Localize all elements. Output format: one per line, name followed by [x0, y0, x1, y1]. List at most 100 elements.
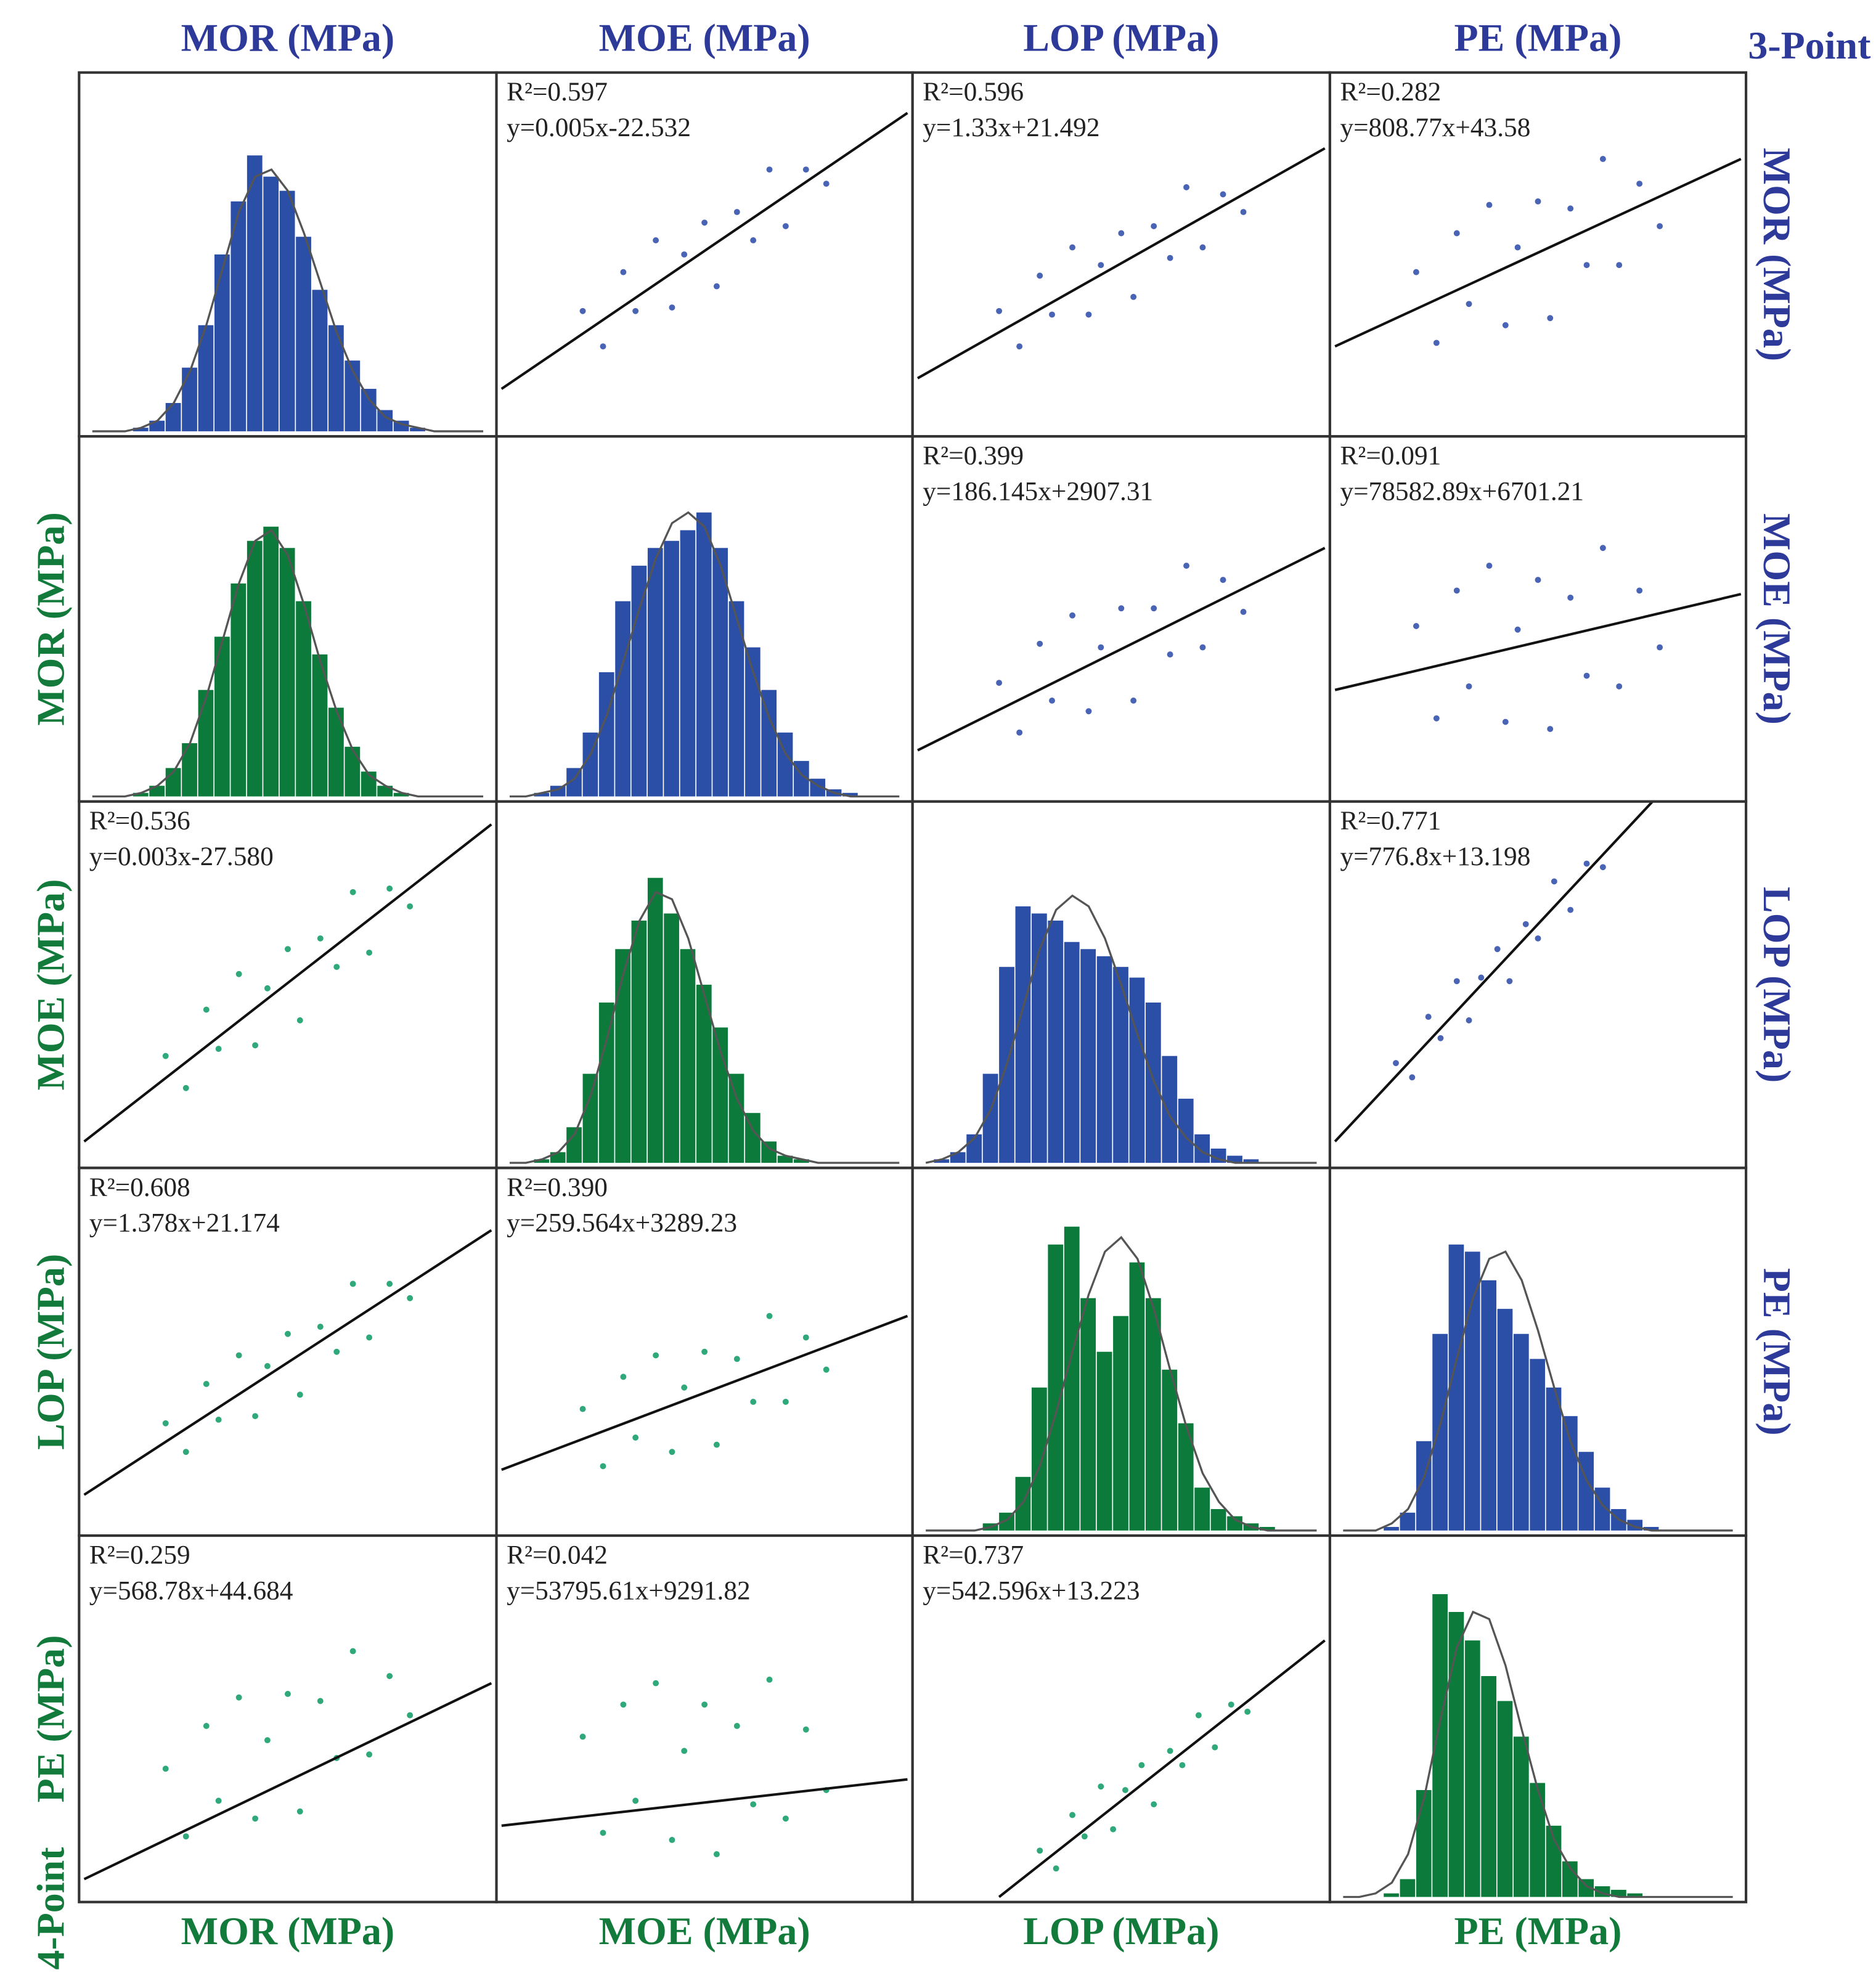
scatter-point: [1110, 1826, 1117, 1833]
fit-line: [1334, 158, 1742, 348]
fit-line: [83, 1229, 492, 1496]
panel: R²=0.259 y=568.78x+44.684: [79, 1536, 497, 1902]
histogram-bar: [296, 237, 311, 431]
scatter-point: [600, 343, 606, 350]
histogram-bar: [165, 403, 181, 431]
panel: [912, 801, 1330, 1168]
scatter-point: [1567, 205, 1574, 212]
row-label: MOR (MPa): [1755, 148, 1799, 362]
scatter-point: [996, 680, 1003, 686]
fit-curve: [1343, 1610, 1733, 1899]
histogram-bar: [550, 786, 566, 797]
scatter-point: [1240, 209, 1247, 216]
scatter-point: [333, 964, 340, 971]
scatter-point: [713, 1441, 720, 1448]
histogram-bar: [1384, 1893, 1399, 1897]
scatter-point: [1069, 244, 1075, 251]
histogram-bar: [794, 1159, 809, 1163]
histogram-bar: [1578, 1452, 1594, 1531]
scatter-point: [215, 1046, 222, 1052]
histogram-bar: [1497, 1309, 1513, 1531]
group-label: 3-Point: [1748, 23, 1871, 67]
scatter-point: [252, 1815, 259, 1822]
scatter-point: [1413, 269, 1419, 275]
scatter-point: [1583, 262, 1590, 269]
panel-bg: [79, 1168, 497, 1536]
scatter-point: [1122, 1787, 1128, 1793]
scatter-point: [296, 1017, 303, 1024]
row-label: LOP (MPa): [29, 1254, 73, 1450]
equation: y=1.378x+21.174: [89, 1208, 280, 1238]
scatter-point: [1413, 623, 1419, 629]
histogram-bar: [842, 792, 858, 797]
scatter-point: [1478, 974, 1485, 981]
histogram-bar: [696, 512, 712, 797]
scatter-point: [386, 1673, 393, 1679]
fit-curve: [92, 529, 484, 798]
scatter-point: [1244, 1708, 1251, 1715]
scatter-point: [366, 1334, 373, 1341]
r-squared: R²=0.282: [1340, 77, 1441, 107]
scatter-point: [1167, 1748, 1173, 1754]
scatter-point: [1151, 223, 1157, 229]
histogram-bar: [934, 1159, 950, 1163]
scatter-point: [1016, 729, 1023, 736]
scatter-point: [235, 971, 242, 977]
scatter-point: [264, 1362, 271, 1369]
equation: y=808.77x+43.58: [1340, 113, 1530, 142]
scatter-point: [579, 1733, 586, 1740]
histogram-bar: [263, 526, 279, 797]
histogram-bar: [1194, 1134, 1210, 1163]
panel: R²=0.536 y=0.003x-27.580: [79, 801, 497, 1168]
histogram-bar: [566, 1127, 582, 1163]
fit-line: [1334, 593, 1742, 691]
scatter-point: [235, 1694, 242, 1701]
scatter-point: [1466, 301, 1472, 307]
r-squared: R²=0.536: [89, 806, 190, 836]
histogram-bar: [664, 540, 679, 797]
scatter-point: [1433, 340, 1440, 346]
scatter-point: [701, 1701, 708, 1708]
column-label: LOP (MPa): [1023, 1909, 1219, 1953]
fit-line: [917, 547, 1326, 752]
scatter-point: [264, 985, 271, 991]
scatter-point: [1616, 683, 1623, 690]
scatter-point: [1212, 1744, 1218, 1751]
histogram-bar: [1384, 1527, 1399, 1531]
scatter-point: [1118, 230, 1125, 237]
histogram-bar: [345, 360, 361, 431]
scatter-point: [1037, 272, 1043, 279]
scatter-point: [407, 903, 414, 910]
scatter-point: [235, 1352, 242, 1359]
histogram-bar: [1080, 1298, 1096, 1531]
scatter-point: [632, 1797, 639, 1804]
histogram-bar: [1400, 1512, 1416, 1531]
equation: y=0.005x-22.532: [507, 113, 691, 142]
scatter-point: [1183, 184, 1189, 190]
r-squared: R²=0.597: [507, 77, 608, 107]
histogram-bar: [230, 583, 247, 797]
histogram-bar: [1243, 1159, 1259, 1163]
equation: y=53795.61x+9291.82: [507, 1576, 751, 1605]
row-label: LOP (MPa): [1755, 887, 1799, 1083]
histogram-bar: [1513, 1736, 1529, 1897]
histogram-bar: [1416, 1441, 1432, 1531]
scatter-point: [333, 1348, 340, 1355]
scatter-point: [386, 885, 393, 892]
column-label: MOR (MPa): [181, 1909, 395, 1953]
panel: R²=0.737 y=542.596x+13.223: [912, 1536, 1330, 1902]
column-label: MOE (MPa): [599, 1909, 810, 1953]
scatter-point: [733, 1723, 740, 1729]
scatter-point: [1567, 594, 1574, 601]
histogram-bar: [247, 540, 263, 797]
histogram-bar: [247, 155, 263, 431]
scatter-point: [701, 219, 708, 226]
scatter-point: [1514, 626, 1521, 633]
panel-bg: [912, 1536, 1330, 1902]
scatter-point: [284, 946, 291, 953]
column-label: MOR (MPa): [181, 16, 395, 60]
scatter-point: [1183, 563, 1189, 569]
row-label: MOE (MPa): [29, 879, 73, 1091]
scatter-point: [284, 1690, 291, 1697]
scatter-point: [284, 1330, 291, 1337]
